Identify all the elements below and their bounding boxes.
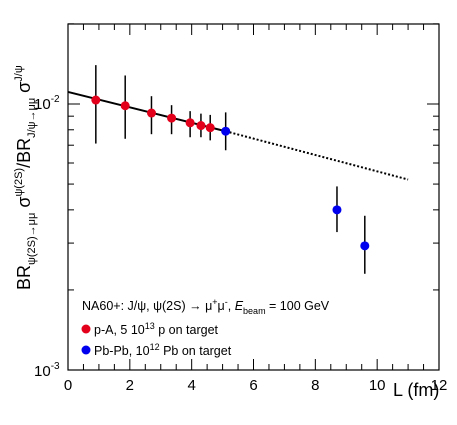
legend: NA60+: J/ψ, ψ(2S) → μ+μ-, Ebeam = 100 Ge…: [81, 297, 330, 358]
x-tick-label: 8: [311, 377, 319, 394]
data-point: [91, 95, 101, 105]
data-point: [221, 126, 231, 136]
x-ticks: [67, 24, 440, 370]
data-point: [360, 241, 370, 251]
data-point: [196, 121, 206, 131]
data-point: [167, 113, 177, 123]
x-tick-label: 12: [431, 377, 448, 394]
x-tick-label: 0: [64, 377, 72, 394]
y-axis-label: BRψ(2S)→μμ σψ(2S)/BRJ/ψ→μμ σJ/ψ: [13, 65, 38, 290]
x-axis-label: L (fm): [393, 380, 439, 400]
x-tick-label: 10: [369, 377, 386, 394]
data-point: [146, 108, 156, 118]
legend-entry-pa: p-A, 5 1013 p on target: [94, 321, 219, 337]
legend-header: NA60+: J/ψ, ψ(2S) → μ+μ-, Ebeam = 100 Ge…: [82, 297, 330, 316]
y-tick-label-1e-2: 10-2: [34, 94, 60, 113]
data-point: [332, 205, 342, 215]
fit-line-dashed: [225, 130, 409, 181]
x-tick-label: 4: [187, 377, 195, 394]
y-ticks: [68, 23, 439, 371]
legend-entry-pbpb: Pb-Pb, 1012 Pb on target: [94, 342, 232, 358]
x-tick-label: 6: [249, 377, 257, 394]
data-point: [205, 123, 215, 133]
legend-marker-pbpb: [81, 345, 91, 355]
data-points: [91, 65, 370, 274]
x-tick-label: 2: [126, 377, 134, 394]
data-point: [185, 118, 195, 128]
y-tick-label-1e-3: 10-3: [34, 361, 60, 380]
data-point: [120, 101, 130, 111]
legend-marker-pa: [81, 324, 91, 334]
x-tick-labels: 0 2 4 6 8 10 12: [64, 377, 448, 394]
